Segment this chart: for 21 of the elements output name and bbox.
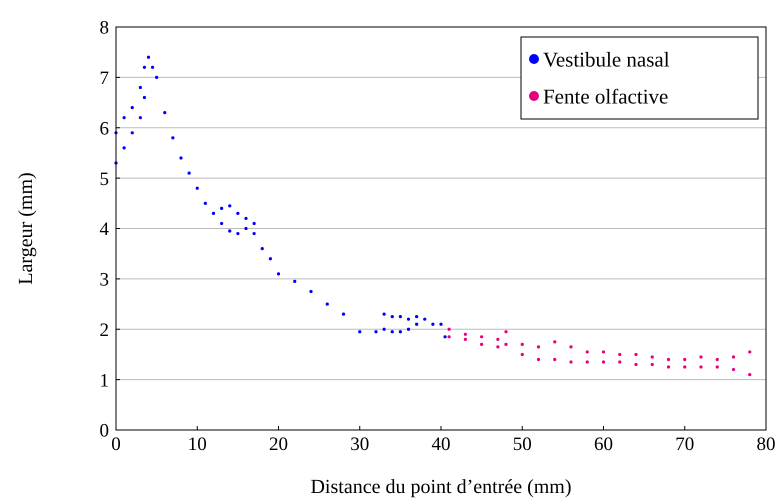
y-tick-label: 1 <box>100 370 109 392</box>
y-tick-label: 2 <box>100 320 109 341</box>
x-tick-label: 10 <box>188 434 207 455</box>
y-axis-title: Largeur (mm) <box>15 172 37 285</box>
legend-label: Fente olfactive <box>543 84 668 108</box>
y-tick-label: 0 <box>100 420 109 442</box>
x-tick-label: 80 <box>756 434 776 455</box>
x-tick-label: 60 <box>594 434 613 455</box>
x-axis-title: Distance du point d’entrée (mm) <box>310 476 572 498</box>
x-tick-label: 70 <box>675 434 694 455</box>
legend-label: Vestibule nasal <box>543 47 670 72</box>
y-tick-label: 8 <box>100 18 109 39</box>
y-tick-label: 4 <box>100 219 110 240</box>
y-tick-label: 5 <box>100 168 109 190</box>
x-tick-label: 20 <box>269 434 288 455</box>
x-tick-label: 40 <box>432 434 450 455</box>
y-tick-label: 3 <box>100 270 109 291</box>
y-tick-label: 7 <box>100 68 109 90</box>
y-tick-label: 6 <box>100 118 109 140</box>
x-tick-label: 30 <box>350 434 370 455</box>
x-tick-label: 50 <box>512 434 532 455</box>
